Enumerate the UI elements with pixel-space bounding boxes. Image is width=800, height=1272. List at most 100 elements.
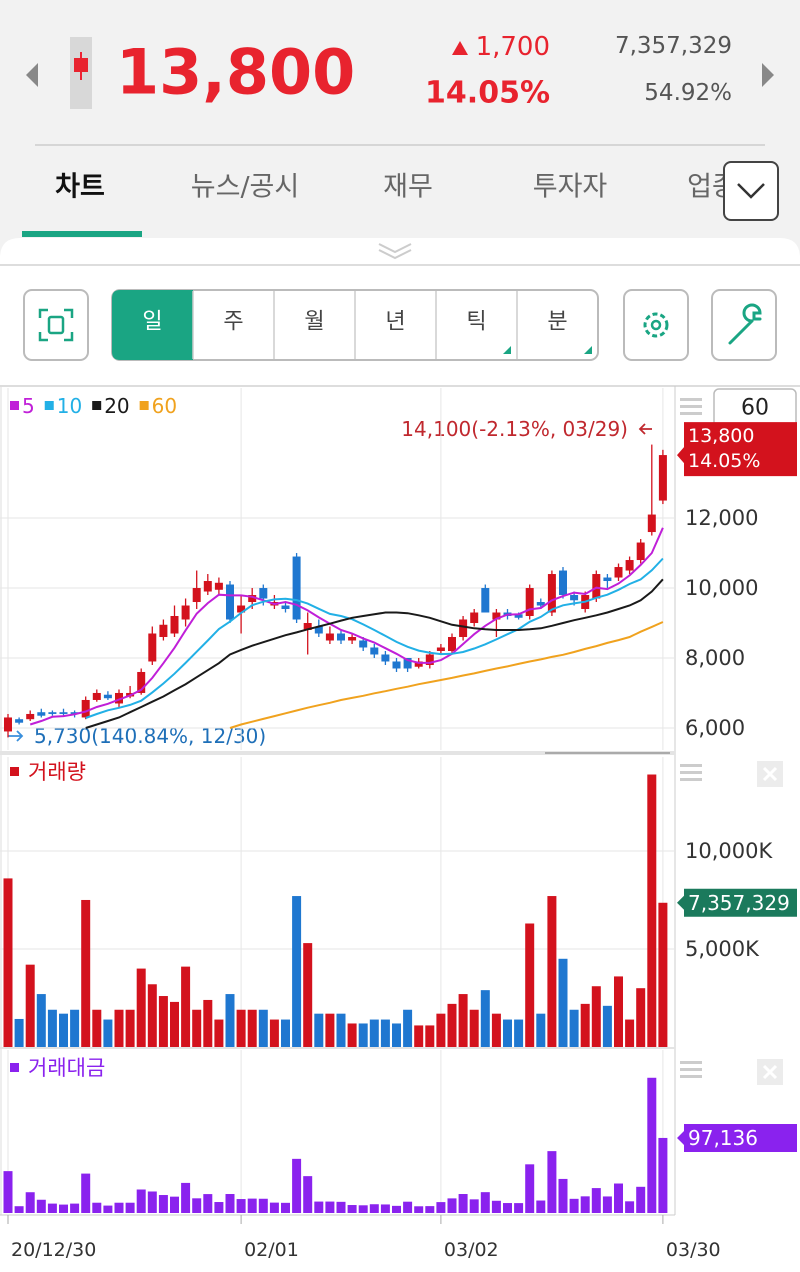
bar — [325, 1013, 335, 1047]
bar — [59, 1013, 68, 1047]
candle-body — [348, 636, 357, 641]
bar — [491, 1200, 501, 1213]
high-arrow — [638, 423, 652, 435]
volume: 7,357,329 — [615, 33, 732, 59]
bar — [614, 976, 623, 1047]
bar — [47, 1203, 57, 1213]
candle-body — [603, 577, 612, 582]
settings-button[interactable] — [623, 289, 689, 361]
active-period-bg — [112, 290, 193, 360]
panel-title: 거래량 — [28, 760, 86, 784]
bar — [281, 1202, 290, 1213]
tab-dropdown[interactable] — [723, 161, 779, 221]
collapse-chevron[interactable] — [378, 243, 412, 254]
panel-menu-icon[interactable] — [680, 1061, 702, 1078]
candle-body — [59, 712, 68, 714]
bar — [436, 1202, 446, 1213]
candle-body — [625, 560, 634, 571]
panel-splitter[interactable] — [0, 751, 675, 755]
bar — [92, 1202, 102, 1213]
bar — [70, 1009, 80, 1047]
bar — [158, 1195, 168, 1213]
zoom-count: 60 — [741, 396, 769, 421]
bar — [147, 1191, 157, 1213]
candle-body — [281, 605, 290, 610]
period-option[interactable]: 월 — [304, 310, 324, 335]
candle-body — [470, 612, 479, 624]
bar — [325, 1201, 335, 1213]
bar — [125, 1202, 135, 1213]
tab[interactable]: 뉴스/공시 — [191, 172, 299, 203]
bar — [36, 994, 46, 1047]
legend-label: 20 — [104, 394, 129, 418]
tools-button[interactable] — [711, 289, 777, 361]
x-tick-label: 03/02 — [444, 1239, 499, 1261]
candle-body — [614, 567, 623, 578]
candle-body — [448, 636, 456, 651]
period-option[interactable]: 분 — [547, 310, 567, 335]
candle-body — [37, 712, 46, 716]
period-option[interactable]: 년 — [385, 310, 405, 335]
tab[interactable]: 재무 — [383, 172, 433, 203]
period-option[interactable]: 주 — [223, 310, 243, 335]
candle-body — [647, 514, 656, 533]
period-option[interactable]: 일 — [142, 310, 162, 335]
next-arrow[interactable] — [762, 63, 774, 87]
tab[interactable]: 차트 — [55, 172, 105, 203]
wrench-icon — [728, 303, 762, 345]
bar — [3, 1171, 13, 1213]
panel-close[interactable] — [757, 761, 783, 787]
bar — [92, 1009, 102, 1047]
bar — [114, 1009, 124, 1047]
change: 1,700 — [476, 32, 550, 62]
bar — [358, 1205, 368, 1213]
bar — [658, 902, 668, 1047]
capture-button[interactable] — [23, 289, 89, 361]
candle-body — [370, 647, 379, 655]
candle-body — [525, 588, 534, 617]
bar — [625, 1019, 635, 1047]
candle-body — [115, 692, 123, 704]
candle-body — [103, 694, 112, 699]
bar — [469, 1009, 479, 1047]
bar — [525, 1164, 535, 1213]
tab[interactable]: 투자자 — [533, 172, 608, 203]
bar — [14, 1018, 24, 1047]
submenu-indicator — [584, 346, 592, 354]
ma-line — [29, 527, 664, 726]
prev-arrow[interactable] — [26, 63, 38, 87]
bar — [225, 1194, 235, 1213]
bar — [181, 966, 191, 1047]
candle-body — [15, 719, 24, 723]
bar — [480, 1192, 490, 1213]
bar — [236, 1009, 246, 1047]
bar — [59, 1204, 68, 1213]
candle-body — [492, 612, 501, 620]
bar — [258, 1009, 268, 1047]
x-tick-label: 03/30 — [666, 1239, 721, 1261]
bar — [425, 1206, 435, 1213]
legend-swatch — [139, 401, 149, 410]
bar — [636, 988, 646, 1047]
bar — [358, 1023, 368, 1047]
bar — [158, 996, 168, 1047]
turnover-rate: 54.92% — [644, 80, 732, 106]
panel-close[interactable] — [757, 1059, 783, 1085]
bar — [514, 1019, 524, 1047]
bar — [547, 896, 557, 1047]
candle-body — [325, 633, 334, 641]
candle-body — [203, 581, 212, 592]
panel-menu-icon[interactable] — [680, 398, 702, 415]
bar — [647, 774, 657, 1047]
candle-body — [658, 455, 667, 501]
panel-menu-icon[interactable] — [680, 764, 702, 781]
bar — [136, 1189, 146, 1213]
bar — [303, 1176, 313, 1213]
period-option[interactable]: 틱 — [466, 310, 486, 335]
capture-icon — [38, 308, 74, 342]
bar — [269, 1202, 279, 1213]
price: 13,800 — [116, 36, 355, 109]
ma-line — [85, 578, 664, 729]
bar — [225, 994, 235, 1047]
